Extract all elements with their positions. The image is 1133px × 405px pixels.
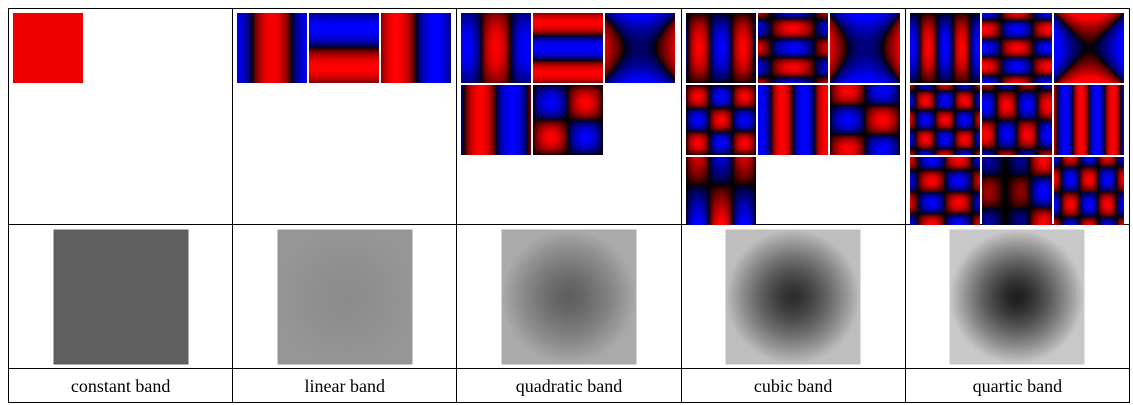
basis-grid-quadratic — [461, 13, 676, 155]
basis-tile — [909, 157, 980, 227]
basis-tile — [829, 13, 900, 83]
basis-tile — [1053, 13, 1124, 83]
energy-image-quadratic — [501, 229, 637, 364]
energy-cell-constant — [7, 224, 234, 369]
energy-cell-quartic — [904, 224, 1131, 369]
energy-image-quartic — [949, 229, 1085, 364]
band-cell-quartic — [904, 8, 1131, 227]
band-cell-quadratic — [456, 8, 682, 225]
energy-image-cubic — [725, 229, 861, 364]
caption-cubic: cubic band — [680, 368, 906, 403]
basis-tile — [981, 157, 1052, 227]
caption-constant: constant band — [7, 368, 234, 403]
basis-tile — [685, 85, 756, 155]
basis-tile — [381, 13, 452, 83]
basis-tile — [981, 85, 1052, 155]
basis-tile — [605, 13, 676, 83]
band-cell-linear — [232, 8, 458, 225]
basis-grid-linear — [237, 13, 452, 83]
basis-tile — [461, 13, 532, 83]
band-cell-constant — [7, 8, 234, 225]
basis-tile — [909, 85, 980, 155]
basis-tile — [829, 85, 900, 155]
basis-tile — [533, 85, 604, 155]
basis-tile — [13, 13, 83, 83]
basis-tile — [1053, 157, 1124, 227]
basis-tile — [757, 13, 828, 83]
basis-tile — [909, 13, 980, 83]
band-cell-cubic — [680, 8, 906, 227]
energy-cell-linear — [232, 224, 458, 369]
caption-linear: linear band — [232, 368, 458, 403]
basis-tile — [685, 13, 756, 83]
basis-tile — [981, 13, 1052, 83]
basis-tile — [309, 13, 380, 83]
energy-image-constant — [53, 229, 189, 364]
basis-grid-cubic — [685, 13, 900, 227]
basis-tile — [757, 85, 828, 155]
spherical-harmonics-figure: constant band linear band quadratic band… — [7, 8, 1131, 403]
basis-tile — [461, 85, 532, 155]
energy-image-linear — [277, 229, 413, 364]
basis-tile — [1053, 85, 1124, 155]
basis-tile — [533, 13, 604, 83]
energy-cell-cubic — [680, 224, 906, 369]
energy-cell-quadratic — [456, 224, 682, 369]
basis-tile — [237, 13, 308, 83]
basis-grid-constant — [13, 13, 227, 83]
caption-quadratic: quadratic band — [456, 368, 682, 403]
band-table: constant band linear band quadratic band… — [7, 8, 1131, 403]
caption-quartic: quartic band — [904, 368, 1131, 403]
basis-tile — [685, 157, 756, 227]
basis-grid-quartic — [909, 13, 1124, 227]
